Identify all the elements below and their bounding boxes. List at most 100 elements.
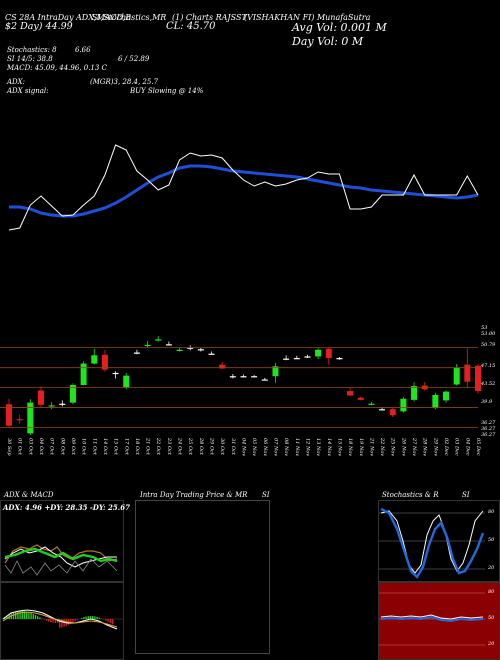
candle-body: [304, 356, 311, 358]
date-axis: 30 Sep 01 Oct 03 Oct 04 Oct 07 Oct 08 Oct 09 O…: [0, 438, 500, 488]
level-label-top: 53: [481, 325, 488, 331]
macd-hist-bar: [43, 619, 45, 620]
macd-hist-bar: [34, 614, 37, 619]
date-label: 18 Oct: [133, 438, 140, 455]
candle-body: [219, 364, 226, 369]
dy-line: [4, 547, 118, 563]
macd-hist-bar: [15, 611, 17, 619]
candle-body: [357, 397, 364, 400]
stoch-level: 50: [488, 537, 495, 543]
date-label: 04 Dec: [464, 438, 471, 456]
macd-hist-bar: [83, 617, 85, 619]
candle-body: [208, 353, 215, 355]
macd-hist-bar: [96, 616, 98, 619]
level-label: 53.00: [481, 331, 496, 337]
date-label: 04 Nov: [240, 438, 247, 457]
si-value: 6 / 52.89: [118, 55, 150, 63]
macd-hist-bar: [6, 615, 8, 619]
macd-hist-bar: [28, 612, 30, 619]
si-level: 50: [488, 615, 495, 621]
candle-body: [443, 391, 450, 401]
stoch-k-line: [380, 507, 485, 579]
macd-hist-bar: [32, 613, 34, 619]
macd-line: MACD: 45.09, 44.96, 0.13 C: [7, 64, 107, 72]
adx-signal-label: ADX signal:: [7, 87, 49, 95]
date-label: 30 Sep: [6, 438, 12, 456]
date-label: 05 Dec: [475, 438, 481, 456]
si-level: 80: [488, 589, 495, 595]
date-label: 22 Nov: [379, 438, 386, 457]
candle-body: [101, 354, 108, 370]
candle-body: [400, 398, 407, 412]
company-label: (VISHAKHAN FI) MunafaSutra: [244, 13, 371, 22]
date-label: 15 Nov: [336, 438, 343, 457]
candle-body: [325, 348, 332, 359]
si-line: SI 14/5: 38.8: [7, 55, 53, 63]
stoch-panel-title: Stochastics & R: [382, 491, 439, 499]
date-label: 01 Oct: [16, 438, 23, 455]
si-level: 20: [488, 641, 495, 647]
candle-body: [48, 405, 55, 407]
level-label: 36.27: [481, 432, 496, 438]
candle-body: [475, 365, 481, 392]
macd-hist-bar: [12, 612, 15, 619]
macd-hist-bar: [37, 616, 39, 619]
macd-hist-bar: [48, 619, 50, 622]
date-label: 21 Nov: [368, 438, 375, 457]
date-label: 08 Oct: [59, 438, 66, 455]
candle-body: [165, 344, 172, 346]
macd-hist-bar: [30, 612, 32, 619]
macd-hist-bar: [56, 619, 59, 623]
macd-hist-bar: [17, 611, 19, 619]
macd-hist-bar: [21, 611, 23, 619]
adx-value: (MGR)3, 28.4, 25.7: [90, 78, 159, 86]
stochastics-panel: 80 50 20: [378, 500, 500, 582]
date-label: 12 Nov: [304, 438, 311, 457]
date-label: 26 Nov: [400, 438, 407, 457]
macd-hist-bar: [81, 618, 83, 619]
stochastics-value: 6.66: [75, 46, 91, 54]
candle-body: [144, 344, 151, 347]
intraday-panel: [135, 500, 270, 654]
candle-body: [229, 376, 236, 378]
date-label: 21 Oct: [144, 438, 151, 455]
macd-hist-bar: [45, 619, 48, 621]
date-label: 11 Oct: [91, 438, 98, 455]
macd-hist-bar: [70, 619, 72, 624]
candle-body: [112, 372, 119, 375]
date-label: 04 Oct: [37, 438, 44, 455]
candle-body: [315, 349, 322, 357]
candle-body: [453, 367, 460, 385]
macd-hist-bar: [100, 618, 103, 619]
macd-hist-bar: [74, 619, 76, 622]
stochastics-line: Stochastics: 8: [7, 46, 57, 54]
candle-body: [272, 366, 279, 377]
macd-hist-bar: [111, 619, 114, 625]
date-label: 05 Nov: [251, 438, 258, 457]
adx-values: ADX: 4.96 +DY: 28.35 -DY: 25.67: [3, 503, 130, 512]
candle-body: [123, 375, 130, 388]
adx-panel: ADX: 4.96 +DY: 28.35 -DY: 25.67: [0, 500, 130, 582]
candle-body: [176, 349, 183, 351]
date-label: 06 Nov: [261, 438, 268, 457]
date-label: 09 Oct: [69, 438, 76, 455]
stoch-panel-suffix: SI: [462, 491, 470, 499]
level-label: 50.79: [481, 342, 496, 348]
candle-body: [27, 402, 34, 434]
adx-signal-value: BUY Slowing @ 14%: [130, 87, 204, 95]
open-row: $2 Day) 44.99: [5, 21, 73, 32]
candle-body: [368, 403, 375, 405]
macd-hist-bar: [89, 616, 92, 619]
date-label: 07 Oct: [48, 438, 55, 455]
macd-hist-bar: [94, 616, 96, 619]
macd-hist-bar: [23, 611, 26, 619]
candle-body: [293, 358, 300, 360]
macd-hist-bar: [50, 619, 52, 623]
macd-hist-bar: [107, 619, 109, 622]
macd-hist-bar: [54, 619, 56, 623]
level-label: 39.9: [481, 399, 493, 405]
macd-hist-bar: [105, 619, 107, 621]
avg-vol: Avg Vol: 0.001 M: [292, 21, 387, 34]
macd-hist-bar: [109, 619, 111, 624]
level-label: 47.15: [481, 363, 496, 369]
